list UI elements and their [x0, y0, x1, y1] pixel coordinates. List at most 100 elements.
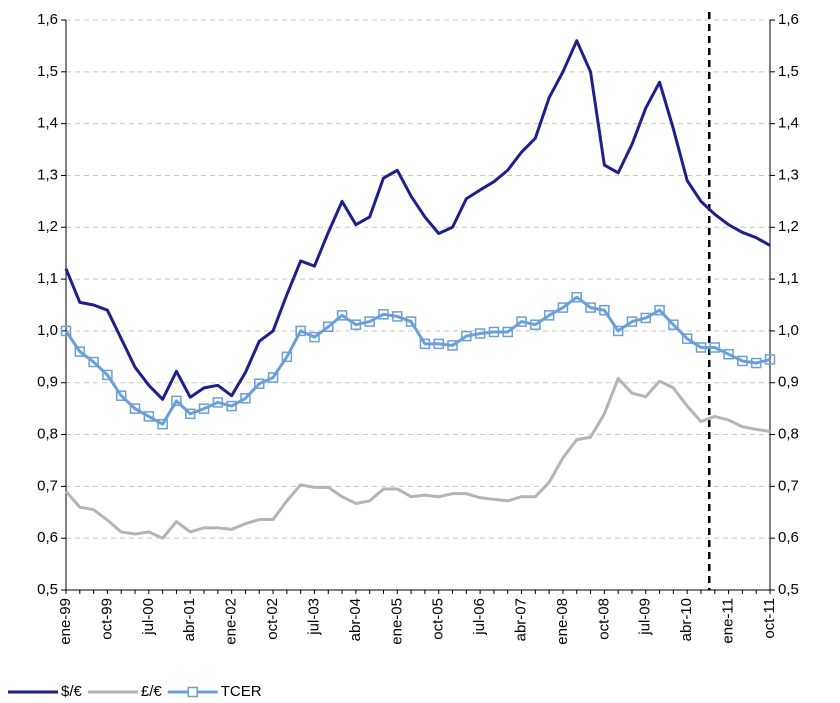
series-marker — [143, 411, 155, 422]
series-marker — [281, 351, 293, 363]
series-marker — [612, 325, 624, 337]
legend-label: TCER — [221, 683, 262, 700]
y2-tick-label: 1,5 — [778, 63, 799, 80]
series-marker — [654, 304, 665, 316]
series-marker — [516, 316, 527, 327]
series-marker — [405, 316, 417, 327]
series-marker — [557, 302, 569, 313]
x-tick-label: abr-01 — [181, 598, 198, 641]
legend-marker — [187, 686, 198, 698]
series-marker — [543, 310, 555, 321]
x-tick-label: jul-00 — [140, 598, 157, 636]
y2-tick-label: 0,5 — [778, 581, 799, 598]
x-tick-label: oct-08 — [595, 598, 612, 640]
series-marker — [129, 403, 141, 414]
x-tick-label: oct-11 — [761, 598, 778, 639]
series-marker — [737, 355, 748, 367]
series-marker — [226, 400, 237, 412]
series-marker — [364, 316, 375, 327]
y2-tick-label: 1,2 — [778, 218, 799, 235]
series-marker — [88, 356, 99, 368]
series-marker — [530, 319, 541, 330]
x-tick-label: ene-11 — [720, 598, 737, 644]
series-marker — [640, 312, 652, 324]
series-marker — [709, 342, 721, 353]
series-marker — [461, 330, 472, 342]
y-tick-label: 0,9 — [37, 374, 58, 391]
y-tick-label: 1,0 — [37, 322, 58, 339]
x-tick-label: ene-05 — [388, 598, 405, 645]
series-marker — [240, 393, 251, 404]
series-marker — [599, 304, 610, 316]
series-marker — [309, 331, 320, 343]
series-marker — [212, 397, 224, 408]
legend-label: £/€ — [141, 683, 163, 700]
y-tick-label: 1,1 — [37, 270, 58, 287]
y2-tick-label: 0,7 — [778, 477, 799, 494]
series-marker — [115, 390, 127, 401]
y2-tick-label: 1,3 — [778, 166, 799, 183]
x-tick-label: oct-02 — [264, 598, 281, 640]
series-marker — [750, 357, 762, 369]
series-marker — [323, 321, 334, 333]
y2-tick-label: 1,4 — [778, 115, 799, 132]
series-marker — [254, 378, 265, 390]
series-marker — [267, 372, 279, 383]
x-tick-label: ene-02 — [223, 598, 240, 645]
series-marker — [474, 328, 486, 339]
series-line — [64, 377, 771, 540]
series-line — [64, 295, 771, 426]
x-tick-label: jul-06 — [471, 598, 488, 636]
y-tick-label: 0,7 — [37, 477, 58, 494]
y2-tick-label: 0,6 — [778, 529, 799, 546]
series-marker — [764, 354, 776, 365]
legend-label: $/€ — [61, 683, 83, 700]
series-marker — [350, 319, 362, 330]
x-tick-label: oct-99 — [98, 598, 115, 640]
y-tick-label: 1,5 — [37, 63, 58, 80]
series-marker — [74, 346, 86, 357]
series-marker — [571, 291, 582, 303]
series-marker — [488, 326, 500, 338]
series-marker — [626, 316, 638, 327]
x-tick-label: abr-04 — [347, 598, 364, 641]
series-marker — [419, 338, 431, 350]
series-marker — [102, 369, 113, 381]
series-marker — [392, 311, 403, 322]
y-tick-label: 0,6 — [37, 529, 58, 546]
x-tick-label: oct-05 — [430, 598, 447, 640]
y2-tick-label: 0,9 — [778, 374, 799, 391]
series-marker — [447, 340, 458, 351]
series-marker — [585, 302, 596, 313]
y2-tick-label: 1,6 — [778, 11, 799, 28]
x-tick-label: jul-03 — [305, 598, 322, 636]
series-marker — [295, 325, 306, 337]
series-line — [64, 39, 771, 401]
y2-tick-label: 1,1 — [778, 270, 799, 287]
series-marker — [668, 319, 679, 330]
x-tick-label: jul-09 — [637, 598, 654, 636]
series-marker — [60, 325, 72, 337]
series-marker — [695, 342, 707, 353]
series-marker — [433, 338, 444, 350]
series-marker — [681, 333, 693, 344]
x-tick-label: abr-07 — [512, 598, 529, 641]
y2-tick-label: 0,8 — [778, 426, 799, 443]
y-tick-label: 1,6 — [37, 11, 58, 28]
series-marker — [198, 403, 210, 414]
series-marker — [184, 408, 196, 420]
series-marker — [157, 418, 168, 430]
x-tick-label: ene-08 — [554, 598, 571, 645]
x-tick-label: ene-99 — [57, 598, 74, 645]
y-tick-label: 1,3 — [37, 166, 58, 183]
y-tick-label: 0,8 — [37, 426, 58, 443]
series-marker — [502, 326, 513, 338]
y-tick-label: 1,4 — [37, 115, 58, 132]
series-marker — [378, 309, 389, 320]
y-tick-label: 1,2 — [37, 218, 58, 235]
y-tick-label: 0,5 — [37, 581, 58, 598]
series-marker — [171, 395, 182, 407]
series-marker — [336, 310, 348, 321]
x-tick-label: abr-10 — [678, 598, 695, 641]
